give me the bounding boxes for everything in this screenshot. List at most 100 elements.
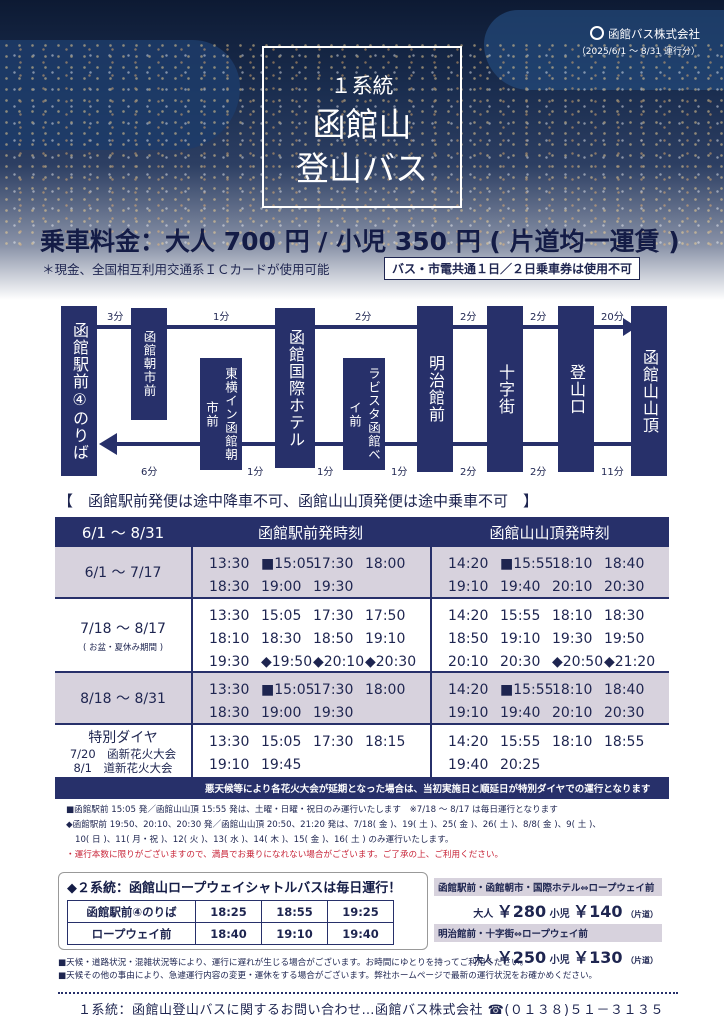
table-row: 8/18 ～ 8/31 13:30 ■15:05 17:30 18:00 18:… xyxy=(55,673,669,725)
departure-time: 18:40 xyxy=(604,556,645,572)
row-label-text: 特別ダイヤ xyxy=(88,730,158,746)
departure-time: 18:10 xyxy=(209,631,250,647)
departure-time: 19:40 xyxy=(500,705,541,721)
departure-time: ■15:05 xyxy=(261,682,315,698)
event-line: 8/1 道新花火大会 xyxy=(73,761,173,775)
summit-times: 14:20 ■15:55 18:10 18:40 19:10 19:40 20:… xyxy=(430,673,669,723)
title-box: １系統 函館山 登山バス xyxy=(262,46,462,208)
company-logo-icon xyxy=(590,26,604,40)
child-label: 小児 xyxy=(549,955,570,966)
departure-time: 18:55 xyxy=(604,734,645,750)
note-warning: ・運行本数に限りがございますので、満員でお乗りになれない場合がございます。ご了承… xyxy=(66,850,504,860)
departure-time: 17:50 xyxy=(365,608,406,624)
inbound-arrowhead-icon xyxy=(99,433,117,455)
departure-time: 18:30 xyxy=(604,608,645,624)
departure-time: 19:10 xyxy=(448,705,489,721)
departure-time: 15:05 xyxy=(261,608,302,624)
one-way-tag: （片道） xyxy=(626,910,658,919)
route-name-2: 登山バス xyxy=(296,149,428,188)
departure-time: 19:50 xyxy=(604,631,645,647)
timetable-notes: ■函館駅前 15:05 発／函館山山頂 15:55 発は、土曜・日曜・祝日のみ運… xyxy=(66,803,686,863)
row-label: 8/18 ～ 8/31 xyxy=(55,673,191,723)
stop-toyoko-inn: 東横イン函館朝市前 xyxy=(200,358,242,470)
departure-time: 18:10 xyxy=(552,608,593,624)
stop-la-vista: ラビスタ函館ベイ前 xyxy=(343,358,385,470)
timetable-footer: 悪天候等により各花火大会が延期となった場合は、当初実施日と順延日が特別ダイヤでの… xyxy=(55,777,669,799)
departure-time: ◆21:20 xyxy=(604,654,656,670)
departure-time: ◆20:50 xyxy=(552,654,604,670)
upper-minutes: 2分 xyxy=(460,312,477,323)
note-line: ■函館駅前 15:05 発／函館山山頂 15:55 発は、土曜・日曜・祝日のみ運… xyxy=(66,805,558,815)
departure-time: 19:30 xyxy=(313,579,354,595)
departure-time: 17:30 xyxy=(313,608,354,624)
fare-heading: 乗車料金：大人 700 円 / 小児 350 円 ( 片道均一運賃 ) xyxy=(40,227,680,256)
departure-time: 17:30 xyxy=(313,682,354,698)
departure-time: 20:10 xyxy=(552,579,593,595)
departure-time: 14:20 xyxy=(448,556,489,572)
departure-time: 18:30 xyxy=(209,705,250,721)
sea-left xyxy=(0,40,240,150)
departure-time: 13:30 xyxy=(209,556,250,572)
departure-time: 19:45 xyxy=(261,757,302,773)
departure-time: 18:30 xyxy=(209,579,250,595)
departure-time: 18:00 xyxy=(365,682,406,698)
one-way-tag: （片道） xyxy=(626,956,658,965)
fare-route: 函館駅前・函館朝市・国際ホテル⇔ロープウェイ前 xyxy=(434,878,662,896)
timetable: 6/1 ～ 8/31 函館駅前発時刻 函館山山頂発時刻 6/1 ～ 7/17 1… xyxy=(55,517,669,799)
lower-minutes: 1分 xyxy=(247,467,264,478)
departure-time: 19:10 xyxy=(448,579,489,595)
stop-tozanguchi: 登山口 xyxy=(558,306,594,472)
departure-time: 18:10 xyxy=(552,682,593,698)
departure-time: 17:30 xyxy=(313,556,354,572)
lower-minutes: 2分 xyxy=(460,467,477,478)
shuttle-table: 函館駅前④のりば 18:25 18:55 19:25 ロープウェイ前 18:40… xyxy=(67,900,394,945)
departure-time: 18:10 xyxy=(552,734,593,750)
note-line: 10( 日 )、11( 月・祝 )、12( 火 )、13( 水 )、14( 木 … xyxy=(75,835,454,845)
table-row: 特別ダイヤ 7/20 函新花火大会 8/1 道新花火大会 13:30 15:05… xyxy=(55,725,669,777)
departure-time: 20:30 xyxy=(604,579,645,595)
row-label-text: 7/18 ～ 8/17 xyxy=(80,620,166,637)
departure-time: 20:30 xyxy=(500,654,541,670)
departure-time: 18:40 xyxy=(604,682,645,698)
upper-minutes: 3分 xyxy=(107,312,124,323)
departure-time: 19:00 xyxy=(261,705,302,721)
row-label: 6/1 ～ 7/17 xyxy=(55,547,191,597)
departure-time: 13:30 xyxy=(209,682,250,698)
header-station-departures: 函館駅前発時刻 xyxy=(257,523,363,542)
departure-time: 20:10 xyxy=(552,705,593,721)
departure-time: 18:15 xyxy=(365,734,406,750)
departure-time: 18:50 xyxy=(313,631,354,647)
stop-hakodate-station: 函館駅前④のりば xyxy=(61,306,97,476)
header-summit-departures: 函館山山頂発時刻 xyxy=(489,523,610,542)
stop-meijikan: 明治館前 xyxy=(417,306,453,472)
shuttle-time: 19:40 xyxy=(327,922,394,945)
company-name: 函館バス株式会社 xyxy=(608,27,700,41)
service-period: （2025/6/1 ～ 8/31 運行分） xyxy=(576,47,700,57)
station-times: 13:30 ■15:05 17:30 18:00 18:30 19:00 19:… xyxy=(191,673,430,723)
departure-time: 14:20 xyxy=(448,734,489,750)
departure-time: ◆19:50 xyxy=(261,654,313,670)
lower-minutes: 2分 xyxy=(530,467,547,478)
departure-time: ■15:55 xyxy=(500,682,554,698)
summit-times: 14:20 15:55 18:10 18:30 18:50 19:10 19:3… xyxy=(430,599,669,671)
boarding-notice: 【 函館駅前発便は途中降車不可、函館山山頂発便は途中乗車不可 】 xyxy=(58,492,539,510)
timetable-header: 6/1 ～ 8/31 函館駅前発時刻 函館山山頂発時刻 xyxy=(55,517,669,547)
departure-time: 19:00 xyxy=(261,579,302,595)
note-line: ■天候・道路状況・混雑状況等により、運行に遅れが生じる場合がございます。お時間に… xyxy=(58,958,529,968)
adult-fare: ￥250 xyxy=(496,948,547,967)
stop-jujigai: 十字街 xyxy=(487,306,523,472)
stop-summit: 函館山山頂 xyxy=(631,306,667,476)
departure-time: 15:55 xyxy=(500,734,541,750)
departure-time: 19:30 xyxy=(552,631,593,647)
summit-times: 14:20 ■15:55 18:10 18:40 19:10 19:40 20:… xyxy=(430,547,669,597)
service-notes: ■天候・道路状況・混雑状況等により、運行に遅れが生じる場合がございます。お時間に… xyxy=(58,957,678,983)
child-label: 小児 xyxy=(549,909,570,920)
sea-right xyxy=(484,10,724,90)
dotted-divider xyxy=(58,992,678,994)
payment-note: ＊現金、全国相互利用交通系ＩＣカードが使用可能 xyxy=(42,262,330,277)
upper-minutes: 1分 xyxy=(213,312,230,323)
departure-time: 19:10 xyxy=(500,631,541,647)
upper-minutes: 20分 xyxy=(601,312,624,323)
table-row: 6/1 ～ 7/17 13:30 ■15:05 17:30 18:00 18:3… xyxy=(55,547,669,599)
shuttle-box: ◆２系統：函館山ロープウェイシャトルバスは毎日運行！ 函館駅前④のりば 18:2… xyxy=(58,872,428,950)
